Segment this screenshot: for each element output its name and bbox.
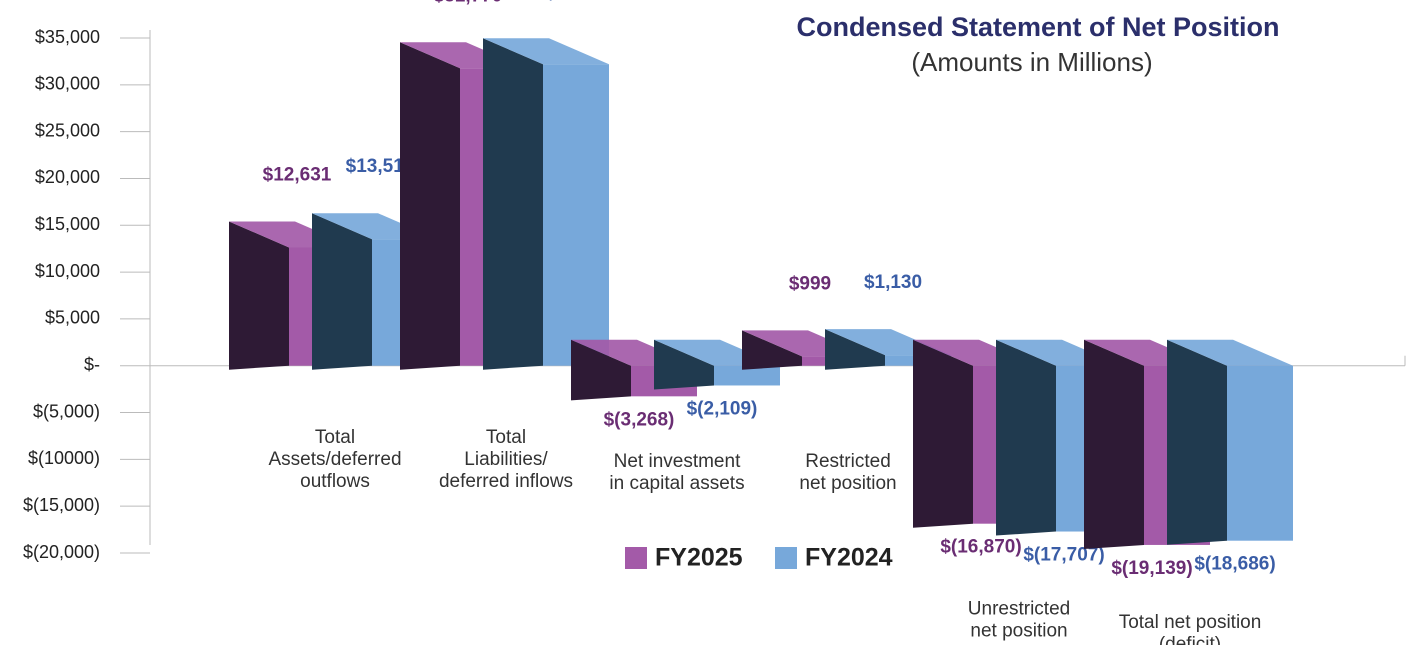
bar-side — [571, 339, 631, 401]
y-tick-label: $(10000) — [28, 448, 100, 468]
y-tick-label: $35,000 — [35, 27, 100, 47]
x-tick-label: Total — [315, 427, 355, 448]
y-tick-label: $(20,000) — [23, 542, 100, 562]
value-label: $12,631 — [263, 164, 332, 185]
x-tick-label: outflows — [300, 471, 370, 492]
y-tick-label: $25,000 — [35, 120, 100, 140]
x-tick-label: Unrestricted — [968, 599, 1070, 620]
legend-label: FY2024 — [805, 544, 893, 572]
value-label: $(18,686) — [1194, 554, 1275, 575]
bar-side — [483, 38, 543, 370]
x-tick-label: deferred inflows — [439, 471, 573, 492]
x-tick-label: in capital assets — [609, 473, 744, 494]
x-tick-label: net position — [970, 621, 1067, 642]
x-tick-label: Liabilities/ — [464, 449, 548, 470]
x-tick-label: Net investment — [614, 451, 741, 472]
x-tick-label: Restricted — [805, 451, 891, 472]
bar — [543, 64, 609, 366]
y-tick-label: $- — [84, 354, 100, 374]
value-label: $(19,139) — [1111, 558, 1192, 579]
bar-top — [1167, 339, 1293, 366]
legend-swatch — [625, 547, 647, 569]
y-tick-label: $20,000 — [35, 167, 100, 187]
bar-side — [996, 339, 1056, 536]
chart-title: Condensed Statement of Net Position — [796, 12, 1279, 42]
value-label: $999 — [789, 273, 831, 294]
x-tick-label: (deficit) — [1159, 634, 1221, 645]
chart-subtitle: (Amounts in Millions) — [911, 47, 1152, 77]
value-label: $1,130 — [864, 272, 922, 293]
x-tick-label: net position — [799, 473, 896, 494]
value-label: $31,770 — [434, 0, 503, 6]
y-tick-label: $(15,000) — [23, 495, 100, 515]
bar-side — [312, 213, 372, 370]
bar-side — [1167, 339, 1227, 545]
legend-label: FY2025 — [655, 544, 743, 572]
bar-side — [229, 221, 289, 370]
bar-top — [483, 38, 609, 65]
y-tick-label: $(5,000) — [33, 401, 100, 421]
bar-side — [1084, 339, 1144, 549]
y-tick-label: $10,000 — [35, 261, 100, 281]
bar-side — [913, 339, 973, 528]
value-label: $(3,268) — [604, 409, 675, 430]
bar-side — [654, 339, 714, 390]
legend-swatch — [775, 547, 797, 569]
x-tick-label: Total — [486, 427, 526, 448]
bar-side — [742, 330, 802, 370]
value-label: $32,198 — [517, 0, 586, 2]
value-label: $(17,707) — [1023, 545, 1104, 566]
bar — [714, 365, 780, 386]
value-label: $13,512 — [346, 156, 415, 177]
value-label: $(2,109) — [687, 398, 758, 419]
x-tick-label: Assets/deferred — [268, 449, 401, 470]
y-tick-label: $5,000 — [45, 308, 100, 328]
y-tick-label: $30,000 — [35, 74, 100, 94]
value-label: $(16,870) — [940, 537, 1021, 558]
bar-side — [825, 329, 885, 370]
bar — [1227, 365, 1293, 541]
bar-side — [400, 42, 460, 370]
y-tick-label: $15,000 — [35, 214, 100, 234]
x-tick-label: Total net position — [1119, 612, 1262, 633]
